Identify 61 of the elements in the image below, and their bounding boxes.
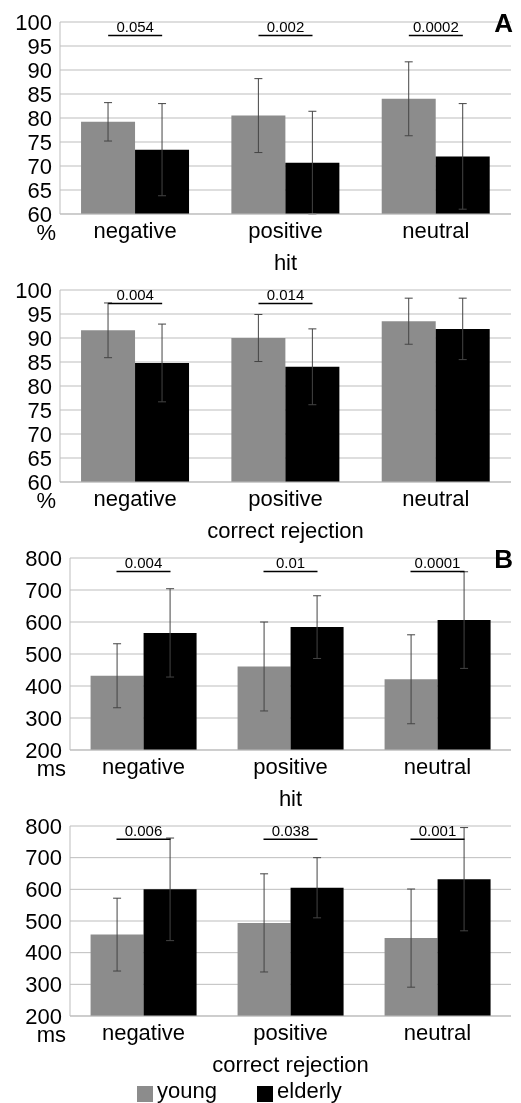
annotation: 0.006 bbox=[124, 822, 163, 840]
y-tick-label: 100 bbox=[15, 9, 52, 35]
annotation: 0.001 bbox=[418, 822, 457, 840]
y-tick-label: 90 bbox=[27, 57, 52, 83]
legend-label: elderly bbox=[277, 1078, 342, 1103]
y-tick-label: 400 bbox=[25, 940, 62, 966]
annotation: 0.004 bbox=[116, 286, 154, 304]
annotation: 0.002 bbox=[266, 18, 305, 36]
y-tick-label: 200 bbox=[25, 1003, 62, 1029]
y-tick-label: 500 bbox=[25, 908, 62, 934]
x-axis-title: hit bbox=[278, 786, 303, 811]
x-tick-label: neutral bbox=[402, 217, 470, 243]
x-tick-label: neutral bbox=[403, 753, 472, 779]
y-tick-label: 90 bbox=[27, 325, 52, 351]
x-axis-title: correct rejection bbox=[212, 1052, 369, 1077]
annotation: 0.0001 bbox=[414, 554, 461, 572]
x-tick-label: negative bbox=[101, 1019, 186, 1045]
y-tick-label: 300 bbox=[25, 705, 62, 731]
x-tick-label: neutral bbox=[403, 1019, 472, 1045]
y-tick-label: 80 bbox=[27, 105, 52, 131]
x-tick-label: positive bbox=[253, 753, 328, 779]
x-tick-label: negative bbox=[93, 485, 177, 511]
y-tick-label: 800 bbox=[25, 545, 62, 571]
annotation: 0.038 bbox=[271, 822, 310, 840]
y-tick-label: 75 bbox=[27, 129, 52, 155]
y-tick-label: 70 bbox=[27, 153, 52, 179]
y-tick-label: 95 bbox=[27, 33, 52, 59]
y-tick-label: 65 bbox=[27, 177, 52, 203]
y-tick-label: 100 bbox=[15, 277, 52, 303]
annotation: B bbox=[494, 544, 513, 575]
y-tick-label: 70 bbox=[27, 421, 52, 447]
y-tick-label: 85 bbox=[27, 81, 52, 107]
x-tick-label: positive bbox=[248, 485, 323, 511]
y-tick-label: 85 bbox=[27, 349, 52, 375]
x-tick-label: negative bbox=[93, 217, 177, 243]
x-axis-title: correct rejection bbox=[207, 518, 364, 543]
y-tick-label: 65 bbox=[27, 445, 52, 471]
y-tick-label: 700 bbox=[25, 845, 62, 871]
y-tick-label: 600 bbox=[25, 877, 62, 903]
y-tick-label: 800 bbox=[25, 813, 62, 839]
x-tick-label: neutral bbox=[402, 485, 470, 511]
y-tick-label: 75 bbox=[27, 397, 52, 423]
y-tick-label: 300 bbox=[25, 972, 62, 998]
annotation: 0.054 bbox=[116, 18, 154, 36]
x-tick-label: positive bbox=[248, 217, 323, 243]
y-tick-label: 95 bbox=[27, 301, 52, 327]
y-tick-label: 200 bbox=[25, 737, 62, 763]
x-tick-label: positive bbox=[253, 1019, 328, 1045]
x-axis-title: hit bbox=[273, 250, 298, 275]
y-tick-label: 700 bbox=[25, 577, 62, 603]
legend-label: young bbox=[157, 1078, 218, 1103]
annotation: 0.014 bbox=[266, 286, 305, 304]
annotation: 0.004 bbox=[124, 554, 163, 572]
annotation: 0.0002 bbox=[412, 18, 459, 36]
x-tick-label: negative bbox=[101, 753, 186, 779]
annotation: A bbox=[494, 8, 513, 39]
y-tick-label: 400 bbox=[25, 673, 62, 699]
annotation: 0.01 bbox=[275, 554, 306, 572]
y-tick-label: 80 bbox=[27, 373, 52, 399]
y-tick-label: 500 bbox=[25, 641, 62, 667]
y-tick-label: 600 bbox=[25, 609, 62, 635]
